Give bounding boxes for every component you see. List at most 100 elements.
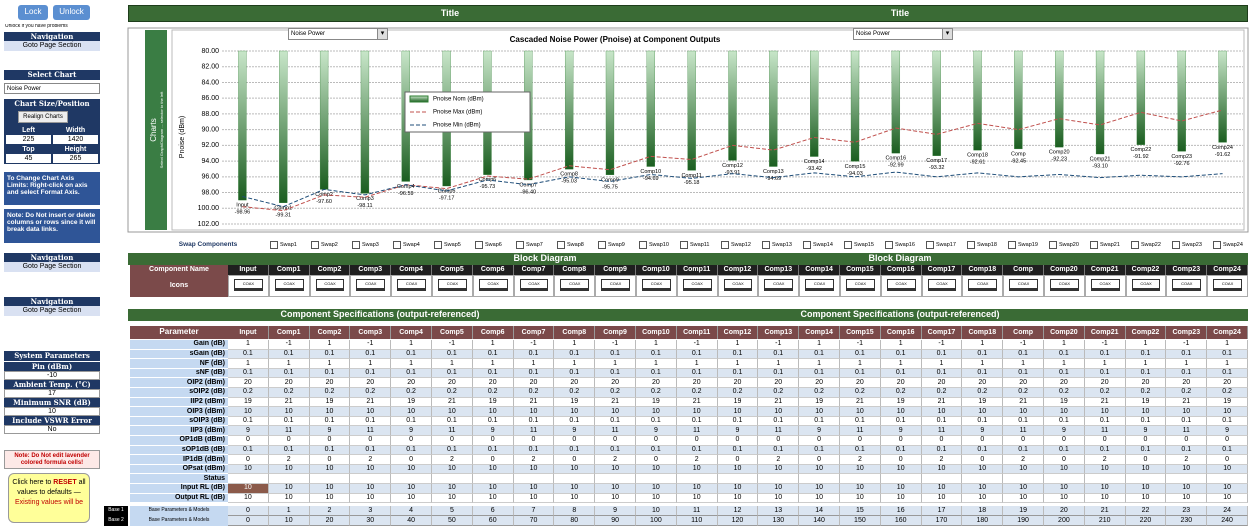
spec-cell[interactable]: 20: [1207, 378, 1248, 388]
spec-cell[interactable]: 0.1: [880, 416, 922, 427]
spec-cell[interactable]: 0: [921, 436, 963, 446]
spec-cell[interactable]: 10: [228, 493, 269, 504]
spec-cell[interactable]: 0.1: [880, 368, 922, 379]
spec-cell[interactable]: 10: [228, 464, 269, 475]
spec-cell[interactable]: 20: [228, 378, 269, 388]
component-icon[interactable]: COAX: [968, 279, 998, 291]
spec-cell[interactable]: 0.1: [676, 416, 718, 427]
spec-cell[interactable]: 10: [268, 484, 310, 494]
spec-cell[interactable]: 0: [717, 455, 759, 465]
swap-checkbox[interactable]: [844, 241, 852, 249]
spec-cell[interactable]: 0.1: [1044, 445, 1085, 456]
swap-checkbox[interactable]: [270, 241, 278, 249]
swap-checkbox[interactable]: [516, 241, 524, 249]
spec-cell[interactable]: 0.1: [1166, 445, 1208, 456]
spec-cell[interactable]: 10: [921, 407, 963, 417]
component-icon[interactable]: COAX: [356, 279, 386, 291]
spec-cell[interactable]: 9: [636, 426, 677, 436]
chart-dropdown[interactable]: Noise Power: [853, 28, 953, 40]
spec-cell[interactable]: 10: [676, 484, 718, 494]
spec-cell[interactable]: 0.1: [228, 368, 269, 379]
spec-cell[interactable]: 0.2: [758, 388, 800, 398]
spec-cell[interactable]: 10: [840, 484, 881, 494]
spec-cell[interactable]: 0.1: [432, 416, 473, 427]
spec-cell[interactable]: 0.1: [350, 445, 392, 456]
spec-cell[interactable]: 1: [1084, 359, 1126, 369]
spec-cell[interactable]: 0.1: [880, 349, 922, 360]
spec-cell[interactable]: 10: [391, 484, 432, 494]
spec-cell[interactable]: 10: [921, 484, 963, 494]
spec-cell[interactable]: 0.1: [513, 349, 555, 360]
spec-cell[interactable]: 19: [799, 397, 840, 408]
spec-cell[interactable]: 1: [228, 340, 269, 350]
spec-cell[interactable]: 10: [554, 493, 596, 504]
spec-cell[interactable]: 0: [595, 436, 636, 446]
spec-cell[interactable]: 0.1: [676, 368, 718, 379]
swap-checkbox[interactable]: [311, 241, 319, 249]
spec-cell[interactable]: 21: [758, 397, 800, 408]
spec-cell[interactable]: 9: [309, 426, 351, 436]
spec-cell[interactable]: 10: [350, 407, 392, 417]
spec-cell[interactable]: 0.1: [309, 445, 351, 456]
spec-cell[interactable]: 0.1: [1207, 445, 1248, 456]
spec-cell[interactable]: 10: [513, 493, 555, 504]
spec-cell[interactable]: 1: [472, 340, 514, 350]
spec-cell[interactable]: 0.1: [840, 416, 881, 427]
component-icon[interactable]: COAX: [642, 279, 671, 291]
spec-cell[interactable]: 10: [1125, 464, 1167, 475]
spec-cell[interactable]: 21: [268, 397, 310, 408]
spec-cell[interactable]: 10: [880, 464, 922, 475]
realign-button[interactable]: Realign Charts: [18, 111, 68, 123]
spec-cell[interactable]: 10: [799, 407, 840, 417]
spec-cell[interactable]: 0.1: [758, 349, 800, 360]
spec-cell[interactable]: 1: [595, 359, 636, 369]
spec-cell[interactable]: 0.1: [758, 368, 800, 379]
spec-cell[interactable]: 21: [840, 397, 881, 408]
spec-cell[interactable]: 2: [921, 455, 963, 465]
spec-cell[interactable]: 0: [676, 436, 718, 446]
spec-cell[interactable]: 0.1: [1166, 416, 1208, 427]
spec-cell[interactable]: 0.1: [962, 445, 1004, 456]
swap-checkbox[interactable]: [926, 241, 934, 249]
spec-cell[interactable]: 0: [1003, 436, 1044, 446]
system-param-value[interactable]: No: [4, 425, 100, 434]
reset-button[interactable]: Click here to RESET all values to defaul…: [8, 473, 90, 523]
spec-cell[interactable]: 0.1: [432, 349, 473, 360]
spec-cell[interactable]: 20: [350, 378, 392, 388]
spec-cell[interactable]: 0.2: [1207, 388, 1248, 398]
component-icon[interactable]: COAX: [805, 279, 834, 291]
spec-cell[interactable]: 10: [432, 493, 473, 504]
spec-cell[interactable]: 9: [472, 426, 514, 436]
spec-cell[interactable]: 10: [1207, 464, 1248, 475]
spec-cell[interactable]: 21: [595, 397, 636, 408]
spec-cell[interactable]: 0.1: [554, 445, 596, 456]
select-chart-dropdown[interactable]: Noise Power: [4, 83, 100, 94]
spec-cell[interactable]: 11: [676, 426, 718, 436]
component-icon[interactable]: COAX: [886, 279, 916, 291]
spec-cell[interactable]: 10: [1166, 407, 1208, 417]
spec-cell[interactable]: 10: [350, 464, 392, 475]
spec-cell[interactable]: 10: [799, 493, 840, 504]
spec-cell[interactable]: 11: [921, 426, 963, 436]
spec-cell[interactable]: 0.1: [962, 416, 1004, 427]
swap-checkbox[interactable]: [475, 241, 483, 249]
spec-cell[interactable]: -1: [1166, 340, 1208, 350]
spec-cell[interactable]: 0.1: [921, 368, 963, 379]
spec-cell[interactable]: 11: [595, 426, 636, 436]
spec-cell[interactable]: 10: [1044, 493, 1085, 504]
spec-cell[interactable]: 0.1: [717, 349, 759, 360]
spec-cell[interactable]: 10: [799, 484, 840, 494]
spec-cell[interactable]: -1: [676, 340, 718, 350]
spec-cell[interactable]: 0.2: [472, 388, 514, 398]
spec-cell[interactable]: 0: [554, 455, 596, 465]
spec-cell[interactable]: 9: [1207, 426, 1248, 436]
spec-cell[interactable]: 0: [391, 455, 432, 465]
spec-cell[interactable]: 0: [309, 455, 351, 465]
spec-cell[interactable]: 10: [758, 493, 800, 504]
spec-cell[interactable]: 10: [636, 407, 677, 417]
spec-cell[interactable]: 0.1: [840, 349, 881, 360]
spec-cell[interactable]: 0: [962, 436, 1004, 446]
spec-cell[interactable]: 0.1: [758, 416, 800, 427]
spec-cell[interactable]: 2: [1084, 455, 1126, 465]
spec-cell[interactable]: 1: [676, 359, 718, 369]
